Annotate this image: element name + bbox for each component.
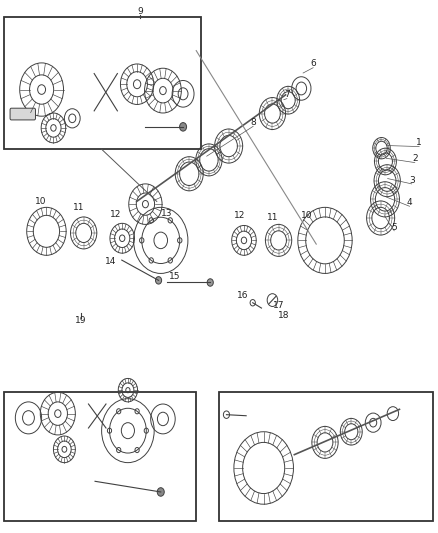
Text: 14: 14 <box>105 257 116 265</box>
Text: 1: 1 <box>416 139 422 147</box>
Text: 3: 3 <box>409 176 415 184</box>
Text: 15: 15 <box>170 272 181 280</box>
Bar <box>4 392 196 521</box>
Text: 11: 11 <box>267 213 278 222</box>
Text: 7: 7 <box>284 91 290 99</box>
Text: 2: 2 <box>412 155 417 163</box>
Bar <box>4 17 201 149</box>
Text: 6: 6 <box>310 60 316 68</box>
Text: 19: 19 <box>75 317 87 325</box>
Text: 9: 9 <box>137 7 143 16</box>
Text: 18: 18 <box>278 311 290 320</box>
Text: 12: 12 <box>110 210 121 219</box>
Text: 16: 16 <box>237 292 248 300</box>
Text: 10: 10 <box>35 197 46 206</box>
Bar <box>219 392 433 521</box>
Text: 12: 12 <box>233 211 245 220</box>
Text: 10: 10 <box>301 211 312 220</box>
Circle shape <box>180 123 187 131</box>
Text: 13: 13 <box>161 209 172 217</box>
FancyBboxPatch shape <box>10 108 35 120</box>
Text: 5: 5 <box>391 223 397 231</box>
Text: 11: 11 <box>73 204 85 212</box>
Text: 4: 4 <box>407 198 412 207</box>
Circle shape <box>207 279 213 286</box>
Circle shape <box>157 488 164 496</box>
Circle shape <box>155 277 162 284</box>
Text: 17: 17 <box>273 302 285 310</box>
Text: 8: 8 <box>250 118 256 127</box>
